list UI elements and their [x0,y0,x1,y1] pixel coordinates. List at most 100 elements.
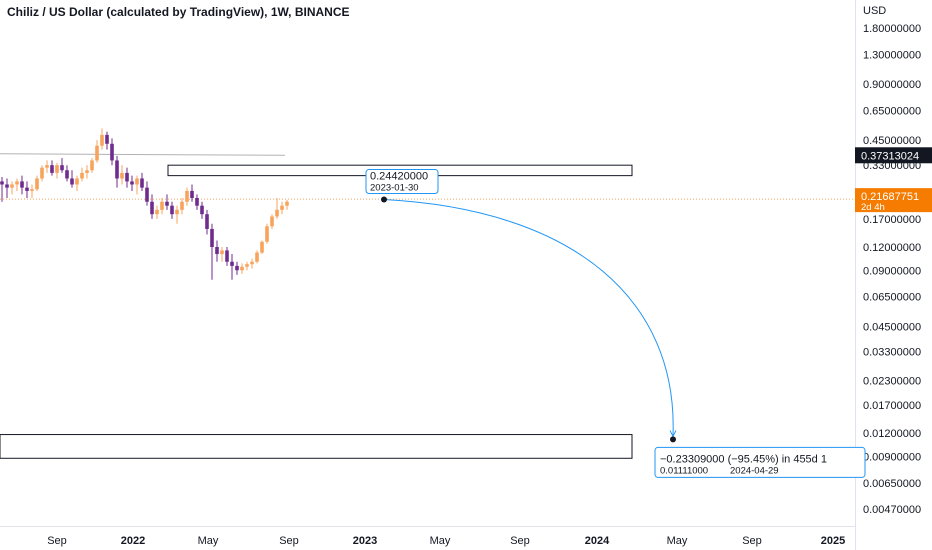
candle-body [105,134,109,144]
candle-body [60,165,64,171]
candle-body [45,165,49,168]
chart-title: Chiliz / US Dollar (calculated by Tradin… [7,5,350,19]
candle-body [80,172,84,179]
projection-end-price: 0.01111000 [660,465,708,476]
candle-body [140,178,144,188]
projection-start-date: 2023-01-30 [370,183,419,194]
candle-body [255,252,259,262]
candle-body [220,250,224,255]
y-tick-label: 0.12000000 [863,242,921,254]
candle-body [15,181,19,185]
candle-body [135,178,139,185]
candle-body [75,178,79,185]
x-tick-label: May [198,535,219,547]
projection-end-point[interactable] [670,436,676,443]
candle-body [200,205,204,215]
x-tick-label: Sep [47,535,67,547]
y-tick-label: 0.06500000 [863,292,921,304]
y-tick-label: 0.45000000 [863,135,921,147]
y-tick-label: 0.17000000 [863,214,921,226]
candle-body [65,170,69,179]
candle-body [250,261,254,265]
projection-end-label-box [654,446,866,478]
currency-label: USD [863,5,887,17]
x-tick-label: Sep [279,535,299,547]
candle-body [0,181,4,185]
y-tick-label: 1.80000000 [863,23,921,35]
x-tick-label: 2023 [353,535,377,547]
candle-body [275,209,279,217]
candle-body [50,165,54,173]
candle-body [215,246,219,255]
candle-body [270,216,274,227]
y-tick-label: 0.90000000 [863,79,921,91]
candle-body [245,264,249,267]
candle-body [280,205,284,210]
candle-body [190,190,194,198]
moving-average-line [0,153,286,156]
current-price-badge [855,188,932,213]
y-tick-label: 0.09000000 [863,265,921,277]
x-tick-label: May [667,535,688,547]
y-tick-label: 0.01200000 [863,428,921,440]
projection-start-point[interactable] [381,196,387,203]
candle-body [85,170,89,173]
candle-body [165,201,169,206]
candle-body [145,187,149,202]
projection-end-date: 2024-04-29 [730,465,779,476]
y-tick-label: 0.00900000 [863,451,921,463]
candle-body [185,190,189,202]
y-tick-label: 0.03300000 [863,346,921,358]
ma-value-text: 0.37313024 [861,150,919,162]
candle-body [265,226,269,242]
projection-start-label-box [365,169,439,195]
candle-body [110,143,114,161]
candle-body [90,160,94,171]
candle-body [210,228,214,247]
x-tick-label: May [430,535,451,547]
y-tick-label: 0.04500000 [863,321,921,333]
candle-body [100,134,104,146]
candle-body [180,201,184,210]
candle-body [170,205,174,215]
candle-body [20,181,24,188]
current-price-countdown: 2d 4h [861,202,885,213]
candle-body [35,178,39,190]
x-tick-label: 2022 [121,535,145,547]
zone-rectangle[interactable] [0,434,633,459]
candle-body [195,197,199,206]
candle-body [260,241,264,253]
candle-body [155,209,159,215]
y-tick-label: 0.01700000 [863,400,921,412]
y-tick-label: 0.00650000 [863,478,921,490]
candle-body [230,261,234,266]
candle-body [10,184,14,188]
candle-body [150,201,154,215]
y-tick-label: 0.02300000 [863,376,921,388]
candle-body [225,250,229,262]
candle-body [130,181,134,185]
candle-body [115,160,119,179]
x-tick-label: 2025 [821,535,845,547]
x-tick-label: Sep [742,535,762,547]
projection-start-price: 0.24420000 [370,171,428,183]
candle-body [30,189,34,191]
current-price-text: 0.21687751 [861,191,919,203]
candle-body [205,214,209,229]
candle-body [240,266,244,271]
candle-body [70,178,74,185]
candle-body [160,201,164,210]
projection-arc [383,199,674,436]
x-tick-label: Sep [510,535,530,547]
x-tick-label: 2024 [585,535,610,547]
y-tick-label: 0.65000000 [863,105,921,117]
candle-body [120,172,124,179]
candle-body [95,145,99,161]
candle-body [285,201,289,206]
ma-value-badge [855,147,932,164]
candle-body [175,209,179,215]
candle-body [55,165,59,173]
projection-change-text: −0.23309000 (−95.45%) in 455d 1 [660,453,827,465]
candle-body [125,172,129,182]
